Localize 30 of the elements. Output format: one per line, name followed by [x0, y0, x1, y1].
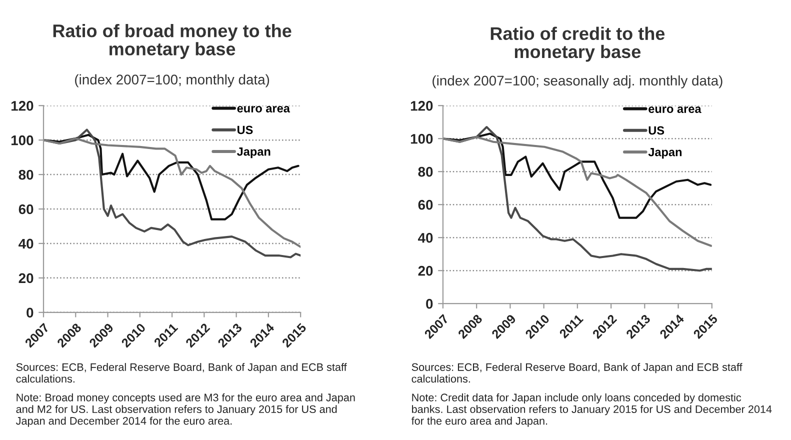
y-tick-label: 20 — [418, 266, 433, 276]
source-note: Sources: ECB, Federal Reserve Board, Bank of Japan and ECB staff calculations. — [16, 363, 347, 383]
line-series — [44, 134, 300, 220]
legend-label: Japan — [236, 148, 270, 158]
y-tick-label: 60 — [18, 204, 34, 214]
y-tick-label: 20 — [18, 273, 34, 284]
legend-label: Japan — [648, 148, 682, 159]
y-tick-label: 0 — [426, 298, 433, 309]
y-tick-label: 80 — [418, 166, 433, 177]
line-series — [442, 136, 712, 247]
chart-title: Ratio of credit to the monetary base — [490, 26, 665, 62]
y-tick-label: 120 — [410, 100, 433, 111]
text: Note: Credit data for Japan include only loans conceded by domestic banks. Last observation refers to January 2015 for US and December 2014 for the euro area and Japan. — [411, 393, 772, 427]
legend-label: euro area — [237, 106, 290, 112]
text: Note: Broad money concepts used are M3 for the euro area and Japan and M2 for US. Last observation refers to January 2015 for US and Japan and December 2014 for the euro area. — [16, 393, 355, 427]
legend-label: euro area — [648, 106, 702, 114]
chart-subtitle: (index 2007=100; monthly data) — [75, 74, 270, 88]
y-tick-label: 80 — [18, 170, 34, 180]
y-tick-label: 60 — [418, 200, 433, 210]
source-note: Sources: ECB, Federal Reserve Board, Bank of Japan and ECB staff calculations. — [412, 363, 742, 383]
y-tick-label: 0 — [26, 308, 34, 318]
y-tick-label: 100 — [410, 134, 433, 144]
chart-title: Ratio of broad money to the monetary base — [53, 24, 292, 59]
y-tick-label: 100 — [11, 135, 34, 146]
chart-subtitle: (index 2007=100; seasonally adj. monthly data) — [432, 75, 722, 88]
y-tick-label: 40 — [18, 238, 34, 249]
y-tick-label: 40 — [418, 232, 433, 243]
legend-label: US — [238, 126, 253, 134]
y-tick-label: 120 — [11, 100, 34, 111]
legend-label: US — [648, 126, 664, 135]
